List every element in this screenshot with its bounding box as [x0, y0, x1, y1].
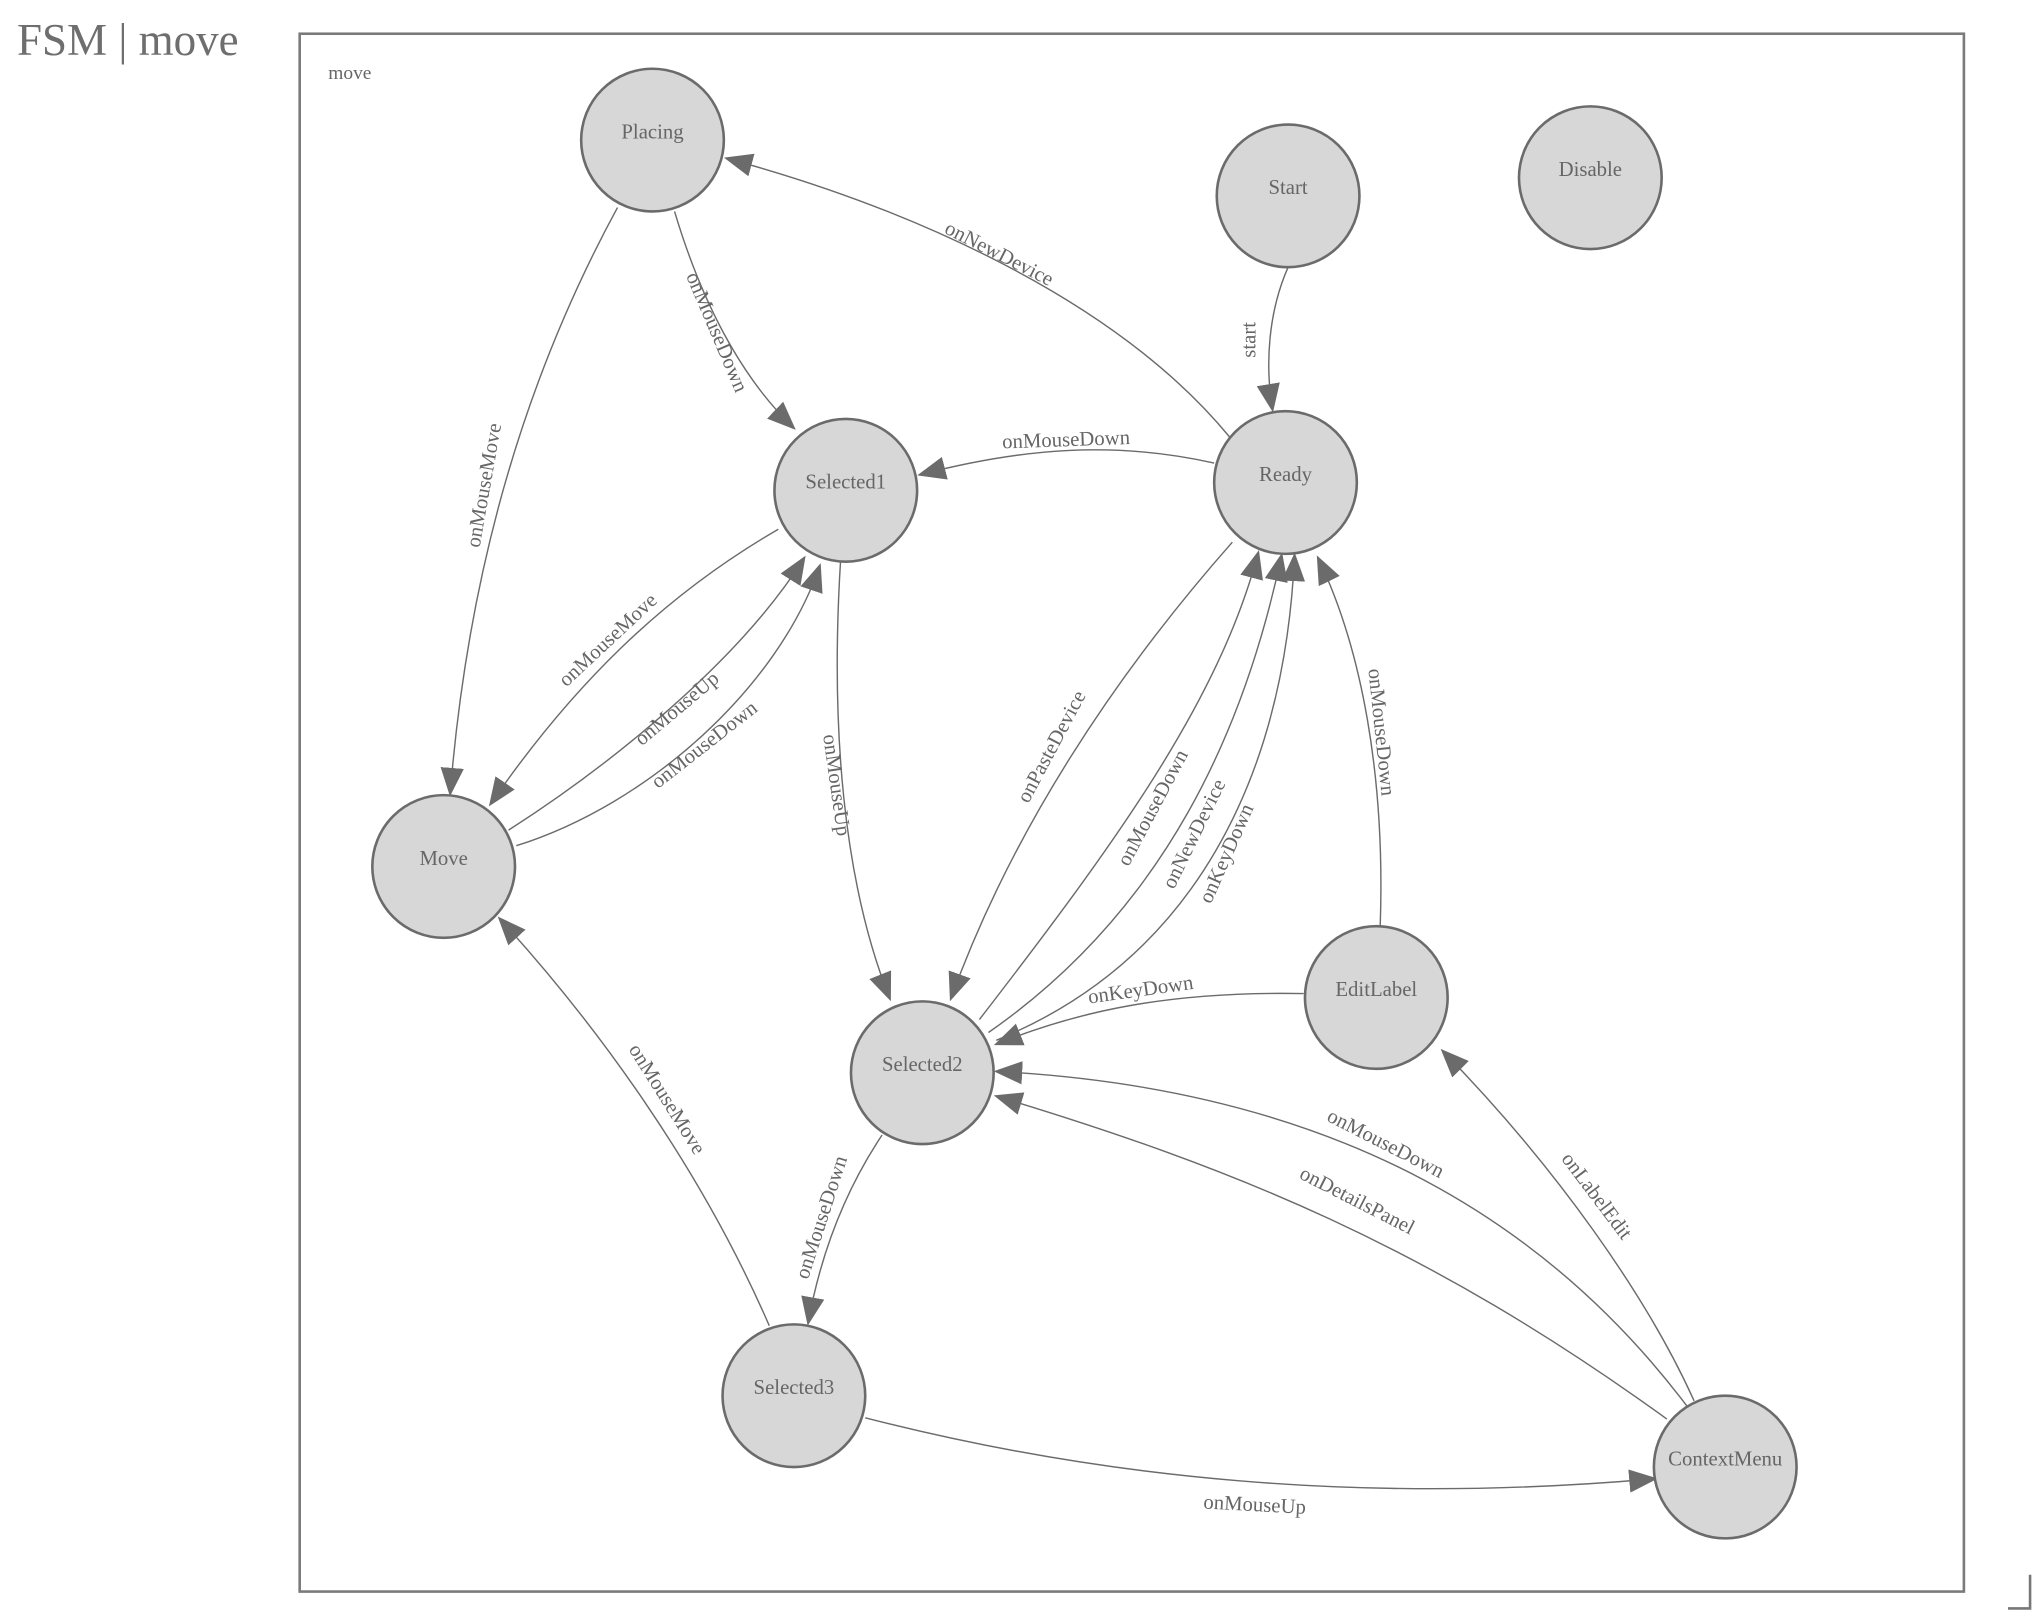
- transition-arrow: [865, 1417, 1658, 1493]
- state-circle: [1215, 123, 1361, 269]
- transition-label: onMouseDown: [1363, 667, 1398, 797]
- transition-contextmenu-to-editlabel: onLabelEdit: [1440, 1048, 1695, 1402]
- transition-ready-to-selected2: onPasteDevice: [948, 541, 1233, 1002]
- state-circle: [773, 417, 919, 563]
- transition-label: onMouseDown: [681, 269, 751, 396]
- transition-selected1-to-move: onMouseMove: [488, 528, 779, 807]
- transition-arrow: [1440, 1048, 1695, 1402]
- transition-arrow: [801, 1134, 883, 1326]
- transition-arrow: [836, 560, 892, 1002]
- state-selected2[interactable]: Selected2: [849, 1000, 995, 1146]
- transition-arrow: [993, 1092, 1668, 1420]
- page-title: FSM | move: [17, 15, 239, 65]
- state-selected3[interactable]: Selected3: [721, 1323, 867, 1469]
- transition-arrow: [673, 211, 796, 430]
- transition-arrow: [723, 153, 1231, 438]
- state-move[interactable]: Move: [371, 793, 517, 940]
- state-circle: [1212, 409, 1359, 556]
- transition-arrow: [917, 449, 1215, 480]
- state-contextmenu[interactable]: ContextMenu: [1652, 1394, 1798, 1540]
- frame-label: move: [328, 63, 371, 84]
- state-label: Move: [419, 848, 467, 870]
- transition-arrow: [488, 528, 779, 807]
- state-label: Ready: [1259, 464, 1313, 486]
- transition-arrow: [497, 916, 770, 1326]
- state-label: Selected3: [754, 1377, 835, 1399]
- state-circle: [1517, 105, 1663, 251]
- transition-label: onMouseMove: [555, 589, 662, 691]
- transition-selected3-to-move: onMouseMove: [497, 916, 770, 1326]
- transition-contextmenu-to-selected2: onDetailsPanel: [993, 1092, 1668, 1420]
- state-circle: [1303, 924, 1449, 1071]
- state-selected1[interactable]: Selected1: [773, 417, 919, 563]
- transition-contextmenu-to-selected2: onMouseDown: [993, 1061, 1690, 1410]
- state-start[interactable]: Start: [1215, 123, 1361, 269]
- state-ready[interactable]: Ready: [1212, 409, 1359, 556]
- transition-label: onMouseDown: [1324, 1105, 1449, 1183]
- transition-arrow: [948, 541, 1233, 1002]
- transition-arrow: [988, 552, 1288, 1034]
- transition-editlabel-to-selected2: onKeyDown: [993, 972, 1304, 1046]
- corner-mark: [2008, 1574, 2032, 1610]
- state-label: EditLabel: [1335, 979, 1417, 1001]
- transition-label: start: [1239, 322, 1261, 358]
- transition-selected2-to-selected3: onMouseDown: [792, 1134, 883, 1326]
- transition-arrow: [993, 992, 1304, 1046]
- state-machine-frame: [298, 32, 1966, 1593]
- transition-editlabel-to-ready: onMouseDown: [1316, 555, 1399, 927]
- transition-placing-to-selected1: onMouseDown: [673, 211, 796, 430]
- transition-label: onMouseUp: [1203, 1491, 1307, 1518]
- state-label: Start: [1268, 177, 1307, 199]
- state-label: Disable: [1559, 159, 1622, 181]
- transition-arrow: [995, 552, 1306, 1041]
- transition-selected1-to-selected2: onMouseUp: [818, 560, 892, 1002]
- transition-arrow: [508, 555, 806, 831]
- state-label: Selected2: [882, 1054, 963, 1076]
- state-placing[interactable]: Placing: [579, 67, 726, 213]
- transition-arrow: [993, 1061, 1690, 1410]
- transition-arrow: [516, 563, 823, 847]
- transition-label: onMouseMove: [463, 422, 506, 550]
- transition-start-to-ready: start: [1239, 266, 1289, 413]
- transition-label: onMouseMove: [624, 1040, 709, 1158]
- transition-label: onDetailsPanel: [1296, 1163, 1418, 1240]
- state-label: Placing: [621, 121, 683, 143]
- transition-arrow: [440, 207, 619, 797]
- transition-label: onNewDevice: [941, 217, 1057, 290]
- state-label: Selected1: [805, 472, 886, 494]
- transition-arrow: [978, 550, 1263, 1020]
- transition-placing-to-move: onMouseMove: [440, 207, 619, 797]
- transition-arrow: [1316, 555, 1382, 927]
- transition-ready-to-placing: onNewDevice: [723, 153, 1231, 438]
- transition-label: onMouseUp: [818, 733, 854, 838]
- transition-ready-to-selected1: onMouseDown: [917, 427, 1215, 480]
- state-circle: [579, 67, 726, 213]
- state-circle: [1652, 1394, 1798, 1540]
- transition-selected3-to-contextmenu: onMouseUp: [865, 1417, 1658, 1519]
- transition-label: onMouseDown: [1002, 427, 1131, 453]
- state-circle: [371, 793, 517, 940]
- state-label: ContextMenu: [1668, 1448, 1783, 1470]
- state-editlabel[interactable]: EditLabel: [1303, 924, 1449, 1071]
- transition-arrow: [1256, 266, 1289, 413]
- state-circle: [721, 1323, 867, 1469]
- state-circle: [849, 1000, 995, 1146]
- state-disable[interactable]: Disable: [1517, 105, 1663, 251]
